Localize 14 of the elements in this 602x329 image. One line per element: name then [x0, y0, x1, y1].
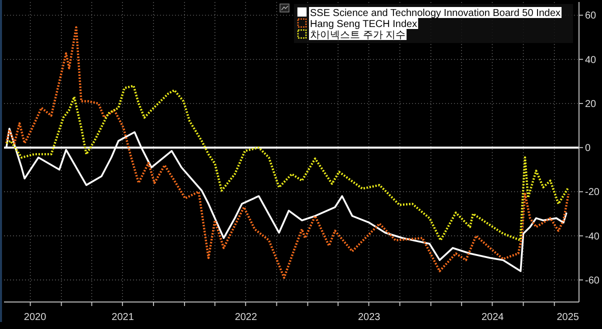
y-tick-label: 0	[585, 143, 591, 154]
y-tick-label: 60	[585, 10, 597, 22]
y-tick-label: 20	[585, 98, 597, 110]
line-series	[5, 84, 570, 242]
y-tick-label: -40	[585, 231, 600, 242]
x-tick-label: 2022	[234, 312, 258, 323]
y-tick-label: 40	[585, 54, 597, 66]
y-tick-label: -20	[585, 187, 600, 198]
x-tick-label: 2021	[112, 312, 134, 323]
x-tick-label: 2020	[24, 312, 47, 323]
x-tick-label: 2023	[358, 312, 381, 323]
x-tick-label: 2025	[556, 312, 580, 323]
y-tick-label: -60	[585, 275, 600, 286]
x-tick-label: 2024	[481, 312, 504, 323]
